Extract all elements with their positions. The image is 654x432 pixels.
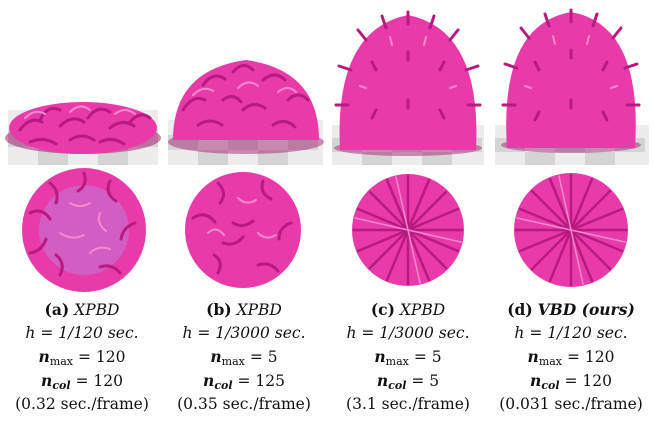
top-view-render-d bbox=[514, 173, 628, 287]
panel-c: (c) XPBD h = 1/3000 sec. nmax = 5 ncol =… bbox=[326, 0, 489, 432]
caption-timing-b: (0.35 sec./frame) bbox=[177, 395, 311, 413]
caption-nmax-d: nmax = 120 bbox=[527, 347, 615, 368]
caption-timing-d: (0.031 sec./frame) bbox=[499, 395, 643, 413]
caption-timestep-b: h = 1/3000 sec. bbox=[182, 324, 306, 342]
caption-title-c: (c) XPBD bbox=[370, 300, 446, 319]
top-view-render-c bbox=[352, 174, 464, 286]
caption-nmax-a: nmax = 120 bbox=[38, 347, 126, 368]
caption-ncol-b: ncol = 125 bbox=[203, 371, 285, 392]
caption-title-a: (a) XPBD bbox=[44, 300, 120, 319]
caption-ncol-a: ncol = 120 bbox=[41, 371, 123, 392]
side-view-render-c bbox=[332, 10, 484, 165]
caption-a: (a) XPBD h = 1/120 sec. nmax = 120 ncol … bbox=[2, 298, 162, 416]
caption-title-d: (d) VBD (ours) bbox=[507, 300, 635, 319]
caption-timestep-d: h = 1/120 sec. bbox=[514, 324, 628, 342]
side-view-render-b bbox=[168, 60, 324, 165]
top-view-render-a bbox=[22, 168, 146, 292]
panel-d: (d) VBD (ours) h = 1/120 sec. nmax = 120… bbox=[489, 0, 654, 432]
caption-title-b: (b) XPBD bbox=[206, 300, 282, 319]
caption-b: (b) XPBD h = 1/3000 sec. nmax = 5 ncol =… bbox=[164, 298, 324, 416]
caption-timing-a: (0.32 sec./frame) bbox=[15, 395, 149, 413]
caption-ncol-c: ncol = 5 bbox=[376, 371, 440, 392]
caption-nmax-c: nmax = 5 bbox=[374, 347, 442, 368]
side-view-render-d bbox=[495, 8, 649, 165]
caption-nmax-b: nmax = 5 bbox=[210, 347, 278, 368]
caption-ncol-d: ncol = 120 bbox=[530, 371, 612, 392]
caption-timestep-c: h = 1/3000 sec. bbox=[346, 324, 470, 342]
top-view-render-b bbox=[185, 172, 301, 288]
panel-a: (a) XPBD h = 1/120 sec. nmax = 120 ncol … bbox=[0, 0, 163, 432]
caption-timing-c: (3.1 sec./frame) bbox=[346, 395, 470, 413]
caption-d: (d) VBD (ours) h = 1/120 sec. nmax = 120… bbox=[491, 298, 651, 416]
caption-timestep-a: h = 1/120 sec. bbox=[25, 324, 139, 342]
caption-c: (c) XPBD h = 1/3000 sec. nmax = 5 ncol =… bbox=[328, 298, 488, 416]
panel-b: (b) XPBD h = 1/3000 sec. nmax = 5 ncol =… bbox=[163, 0, 326, 432]
side-view-render-a bbox=[5, 102, 161, 165]
